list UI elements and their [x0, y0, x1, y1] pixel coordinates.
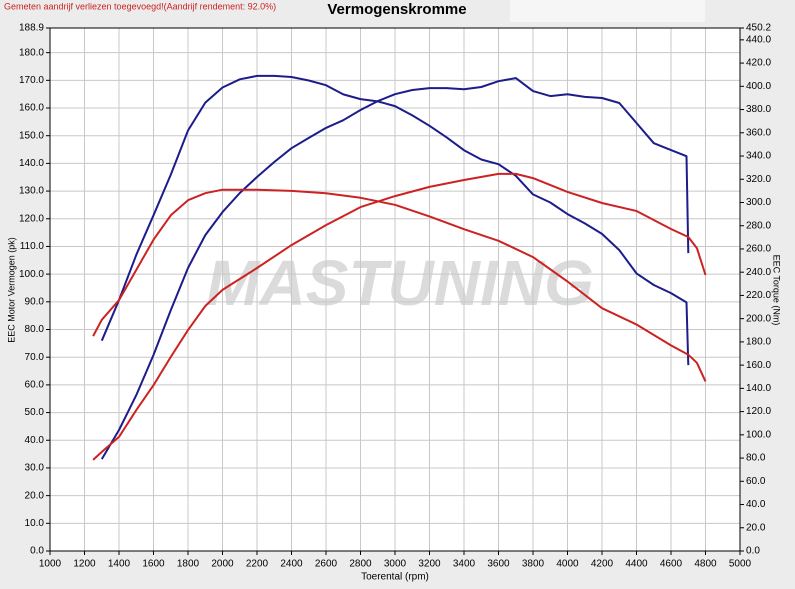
plot-frame — [49, 27, 741, 552]
y-tick-label: 130.0 — [19, 186, 44, 197]
y-tick-label: 0.0 — [30, 546, 44, 557]
chart-title: Vermogenskromme — [327, 1, 466, 18]
x-tick-label: 3400 — [453, 559, 476, 570]
y-tick-label: 80.0 — [25, 324, 45, 335]
y2-tick-label: 160.0 — [746, 360, 771, 371]
y-tick-label: 120.0 — [19, 213, 44, 224]
x-tick-label: 2600 — [315, 559, 338, 570]
y-tick-label: 90.0 — [25, 296, 45, 307]
x-tick-label: 1000 — [39, 559, 62, 570]
x-tick-label: 5000 — [729, 559, 752, 570]
y-tick-label: 170.0 — [19, 75, 44, 86]
y2-tick-label: 0.0 — [746, 546, 760, 557]
y2-tick-label: 340.0 — [746, 151, 771, 162]
y2-tick-label: 380.0 — [746, 104, 771, 115]
y-tick-label: 140.0 — [19, 158, 44, 169]
y2-tick-label: 300.0 — [746, 197, 771, 208]
x-tick-label: 4000 — [556, 559, 579, 570]
y2-tick-label: 400.0 — [746, 81, 771, 92]
title-box — [510, 0, 705, 22]
data-line — [92, 172, 707, 461]
x-axis-label: Toerental (rpm) — [361, 572, 429, 583]
y2-tick-label: 440.0 — [746, 34, 771, 45]
y-tick-label: 30.0 — [25, 463, 45, 474]
y2-tick-label: 40.0 — [746, 499, 766, 510]
x-tick-label: 2800 — [349, 559, 372, 570]
x-tick-label: 4200 — [591, 559, 614, 570]
y-axis-label: EEC Motor Vermogen (pk) — [6, 237, 16, 343]
data-line — [100, 74, 690, 366]
y2-axis-label: EEC Torque (Nm) — [772, 255, 782, 326]
x-tick-label: 2200 — [246, 559, 269, 570]
x-tick-label: 4800 — [694, 559, 717, 570]
x-tick-label: 2400 — [280, 559, 303, 570]
y2-tick-label: 450.2 — [746, 23, 771, 34]
x-tick-label: 1800 — [177, 559, 200, 570]
x-tick-label: 1600 — [142, 559, 165, 570]
y2-tick-label: 360.0 — [746, 127, 771, 138]
data-line — [100, 77, 690, 460]
data-line — [92, 188, 707, 382]
y-tick-label: 188.9 — [19, 23, 44, 34]
x-tick-label: 4400 — [625, 559, 648, 570]
y2-tick-label: 140.0 — [746, 383, 771, 394]
y2-tick-label: 180.0 — [746, 337, 771, 348]
y-tick-label: 60.0 — [25, 380, 45, 391]
y-tick-label: 50.0 — [25, 407, 45, 418]
y2-tick-label: 200.0 — [746, 313, 771, 324]
y2-tick-label: 80.0 — [746, 453, 766, 464]
note: Gemeten aandrijf verliezen toegevoegd!(A… — [4, 1, 276, 11]
x-tick-label: 2000 — [211, 559, 234, 570]
y-tick-label: 180.0 — [19, 47, 44, 58]
y2-tick-label: 260.0 — [746, 244, 771, 255]
x-tick-label: 4600 — [660, 559, 683, 570]
y2-tick-label: 60.0 — [746, 476, 766, 487]
watermark: MASTUNING — [206, 247, 594, 319]
y2-tick-label: 120.0 — [746, 406, 771, 417]
y-tick-label: 160.0 — [19, 103, 44, 114]
y-tick-label: 110.0 — [20, 241, 45, 252]
y2-tick-label: 420.0 — [746, 58, 771, 69]
y-tick-label: 70.0 — [25, 352, 45, 363]
y2-tick-label: 220.0 — [746, 290, 771, 301]
x-tick-label: 1400 — [108, 559, 131, 570]
x-tick-label: 3800 — [522, 559, 545, 570]
y2-tick-label: 320.0 — [746, 174, 771, 185]
y2-tick-label: 20.0 — [746, 522, 766, 533]
y2-tick-label: 280.0 — [746, 220, 771, 231]
y-tick-label: 150.0 — [19, 130, 44, 141]
x-tick-label: 1200 — [73, 559, 96, 570]
y2-tick-label: 240.0 — [746, 267, 771, 278]
y-tick-label: 100.0 — [19, 269, 44, 280]
x-tick-label: 3200 — [418, 559, 441, 570]
y2-tick-label: 100.0 — [746, 429, 771, 440]
y-tick-label: 10.0 — [25, 518, 45, 529]
y-tick-label: 20.0 — [25, 490, 45, 501]
y-tick-label: 40.0 — [25, 435, 45, 446]
x-tick-label: 3600 — [487, 559, 510, 570]
x-tick-label: 3000 — [384, 559, 407, 570]
